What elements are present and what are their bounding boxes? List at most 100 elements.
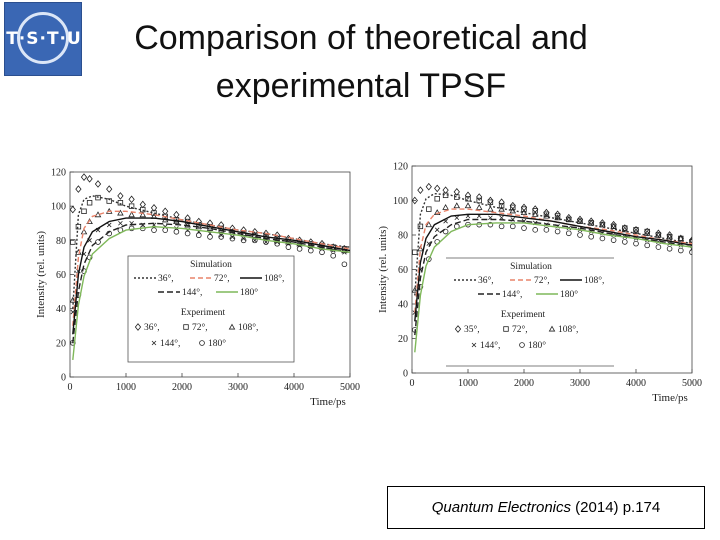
experiment-point-triangle [554,214,561,221]
experiment-point-circle [566,230,572,237]
experiment-point-square [521,206,527,212]
experiment-point-diamond [70,205,76,214]
experiment-point-circle [341,261,348,268]
experiment-point-circle [677,247,684,254]
y-tick-label: 80 [56,236,66,247]
experiment-point-diamond [588,217,595,226]
experiment-point-circle [610,237,617,243]
y-tick-label: 60 [398,265,408,276]
experiment-point-square [644,228,650,235]
experiment-point-circle [543,227,550,233]
legend-experiment-label: 108°, [558,324,578,335]
experiment-point-diamond [498,198,505,207]
x-tick-label: 0 [410,378,415,389]
slide-title-line-2: experimental TPSF [215,67,507,105]
experiment-point-triangle [453,202,461,209]
plot-area [412,182,692,353]
legend-experiment-label: 108°, [238,322,258,333]
experiment-point-diamond [666,231,673,239]
plot-area [70,173,350,360]
experiment-point-triangle [184,221,191,228]
experiment-point-diamond [487,196,494,205]
legend-experiment-title: Experiment [181,308,226,318]
experiment-point-circle [487,221,494,228]
chart-svg: 0 20 40 60 80 100 120 0 1000 2000 3000 4000 5000 Time… [35,168,360,409]
experiment-point-circle [442,228,449,235]
simulation-line [414,222,692,353]
experiment-point-diamond [554,210,561,219]
experiment-point-circle [666,246,673,252]
experiment-point-circle [151,227,157,233]
legend-simulation-label: 72°, [214,273,230,284]
university-logo: T·S·T·U [4,2,82,76]
y-tick-label: 40 [398,300,408,311]
y-axis-label: Intensity (rel. units) [35,231,47,318]
experiment-point-cross [106,222,112,228]
experiment-point-square [412,249,418,255]
experiment-point-circle [655,244,662,250]
experiment-point-triangle [487,205,494,212]
legend-simulation-label: 144°, [502,289,522,300]
slide-title-line-1: Comparison of theoretical and [134,19,588,57]
legend-experiment-label: 72°, [512,324,528,335]
simulation-line [414,192,692,296]
chart-legend: Simulation 36°, 72°, 108°, 144°, 180° Experime… [446,257,614,367]
legend-experiment-label: 35°, [464,324,480,335]
experiment-point-square [465,196,471,202]
x-tick-label: 2000 [172,382,192,393]
experiment-point-diamond [655,229,662,238]
x-tick-label: 0 [68,382,73,393]
tpsf-chart-left: 0 20 40 60 80 100 120 0 1000 2000 3000 4000 5000 Time… [30,150,360,410]
x-tick-label: 3000 [228,382,248,393]
x-tick-label: 1000 [116,382,136,393]
experiment-point-cross [434,227,440,233]
experiment-point-cross [118,220,123,226]
tpsf-chart-right: 0 20 40 60 80 100 120 0 1000 2000 3000 4000 5000 Time… [370,150,715,410]
y-tick-label: 40 [56,304,66,315]
experiment-point-circle [240,237,247,244]
experiment-point-triangle [425,221,433,228]
experiment-point-circle [128,225,135,232]
legend-experiment-marker-cross [151,340,157,346]
x-tick-label: 5000 [340,382,360,393]
y-axis-label: Intensity (rel. units) [377,226,389,313]
y-tick-label: 0 [61,373,66,384]
experiment-point-diamond [75,185,82,193]
experiment-point-square [75,223,82,230]
experiment-point-circle [425,256,432,262]
experiment-point-circle [307,247,314,254]
legend-simulation-title: Simulation [190,260,232,270]
experiment-point-square [70,239,76,245]
experiment-point-triangle [610,222,617,229]
experiment-point-diamond [677,234,684,243]
legend-simulation-label: 144°, [182,287,202,298]
x-tick-label: 2000 [514,378,534,389]
legend-experiment-label: 72°, [192,322,208,333]
legend-experiment-marker-circle [199,340,205,346]
experiment-point-diamond [610,220,617,229]
experiment-point-diamond [150,204,158,212]
experiment-point-square [510,204,516,211]
experiment-point-triangle [442,203,449,210]
experiment-point-circle [196,232,202,239]
experiment-point-cross [454,215,460,221]
experiment-point-cross [230,234,235,240]
logo-text: T·S·T·U [6,29,82,49]
experiment-point-triangle [80,228,88,235]
experiment-point-diamond [476,193,483,201]
experiment-point-circle [588,233,595,240]
simulation-line [414,213,692,322]
experiment-point-triangle [688,236,692,243]
experiment-point-square [417,223,424,230]
slide-title: Comparison of theoretical and experiment… [96,14,626,110]
x-axis-label: Time/ps [310,396,346,408]
chart-svg: 0 20 40 60 80 100 120 0 1000 2000 3000 4000 5000 Time… [377,162,702,405]
experiment-point-square [532,208,538,214]
experiment-point-circle [633,240,639,247]
experiment-point-square [117,200,124,206]
experiment-point-diamond [80,173,88,181]
experiment-point-square [487,199,494,205]
y-tick-label: 100 [51,202,66,213]
y-tick-label: 0 [403,369,408,380]
experiment-point-circle [521,225,527,231]
